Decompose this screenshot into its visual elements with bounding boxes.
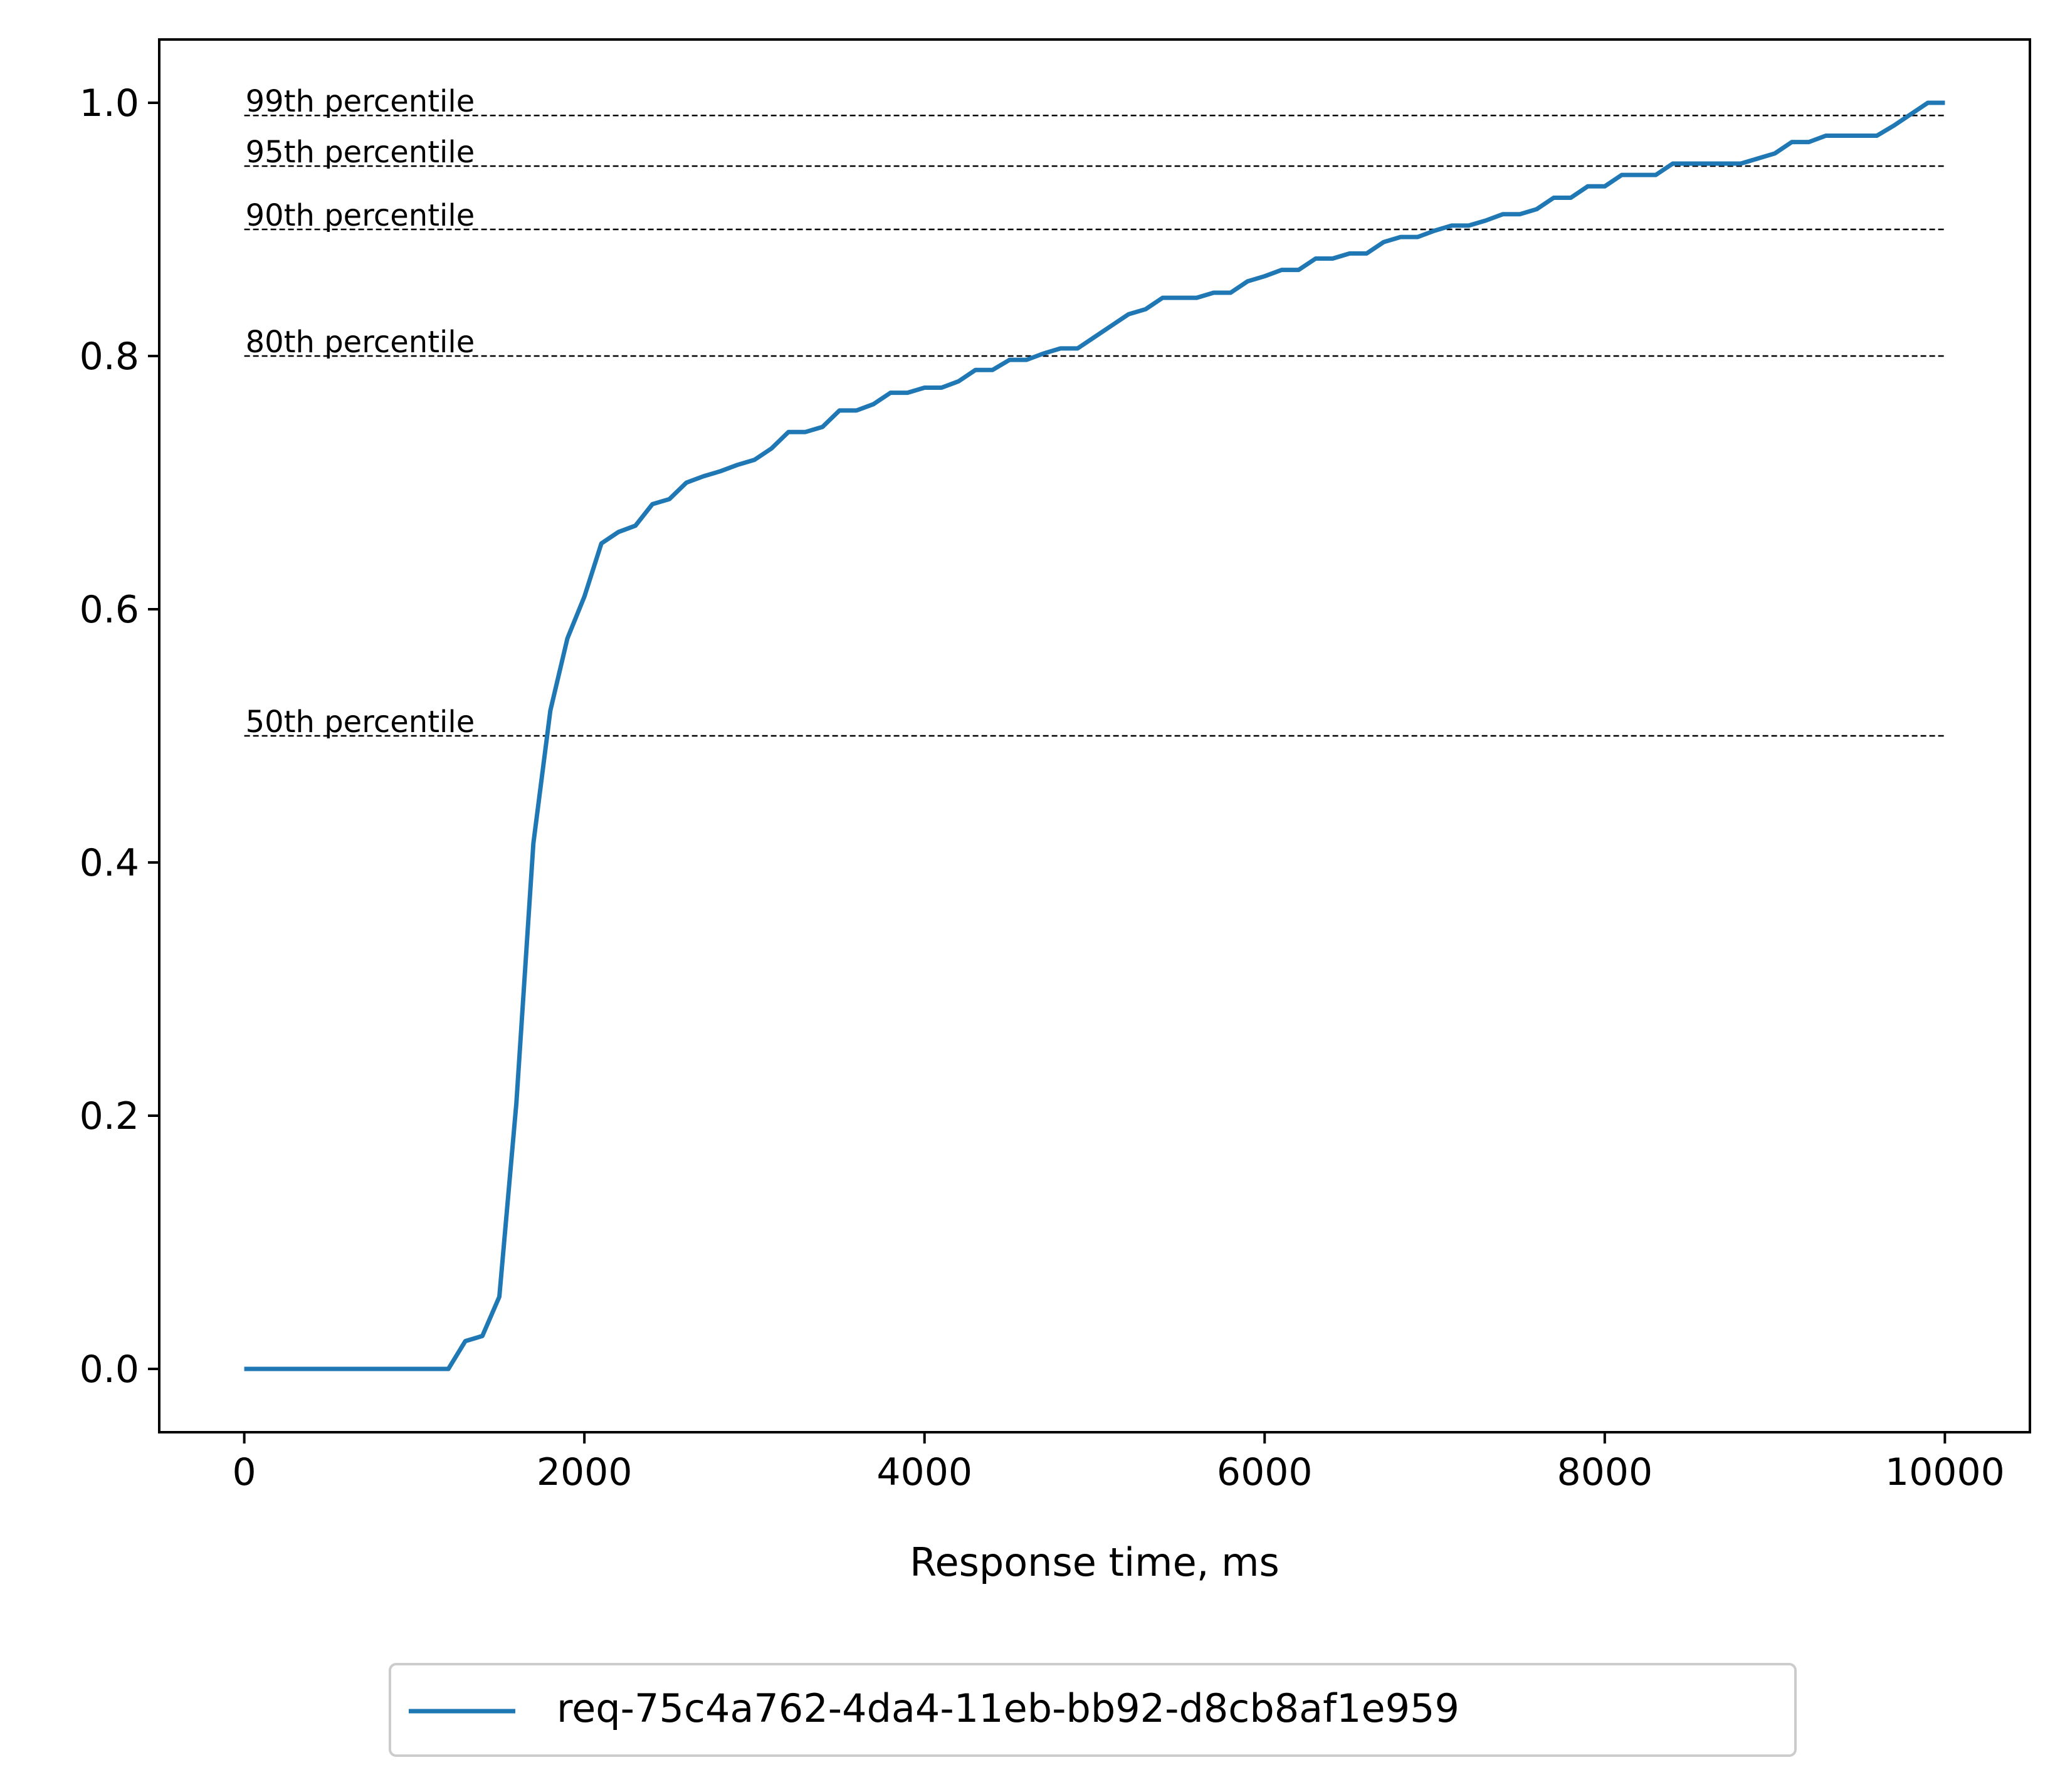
percentile-reference-lines: 50th percentile 80th percentile 90th perce… [244, 84, 1945, 740]
series-line [244, 100, 1945, 1371]
x-tick-label: 6000 [1217, 1450, 1313, 1494]
x-tick-label: 10000 [1885, 1450, 2005, 1494]
x-tick-label: 2000 [537, 1450, 633, 1494]
x-axis-label: Response time, ms [910, 1539, 1280, 1585]
y-tick-label: 1.0 [80, 81, 139, 125]
y-tick-label: 0.8 [80, 335, 139, 379]
legend: req-75c4a762-4da4-11eb-bb92-d8cb8af1e959 [389, 1663, 1797, 1757]
percentile-label: 90th percentile [246, 198, 475, 233]
percentile-label: 50th percentile [246, 705, 475, 740]
y-tick-label: 0.6 [80, 588, 139, 632]
axes-frame [158, 38, 2031, 1433]
percentile-label: 99th percentile [246, 84, 475, 119]
y-tick-label: 0.2 [80, 1094, 139, 1138]
series-layer [244, 100, 1945, 1371]
y-tick-label: 0.0 [80, 1348, 139, 1391]
x-tick-label: 4000 [876, 1450, 972, 1494]
percentile-label: 95th percentile [246, 135, 475, 170]
x-tick-label: 8000 [1557, 1450, 1653, 1494]
y-tick-label: 0.4 [80, 841, 139, 885]
percentile-label: 80th percentile [246, 325, 475, 360]
x-tick-label: 0 [233, 1450, 256, 1494]
x-axis-ticks: 0 2000 4000 6000 8000 10000 [233, 1432, 2005, 1494]
y-axis-ticks: 0.0 0.2 0.4 0.6 0.8 1.0 [80, 81, 159, 1391]
legend-box [389, 1663, 1797, 1757]
legend-entry-label: req-75c4a762-4da4-11eb-bb92-d8cb8af1e959 [557, 1685, 1459, 1731]
